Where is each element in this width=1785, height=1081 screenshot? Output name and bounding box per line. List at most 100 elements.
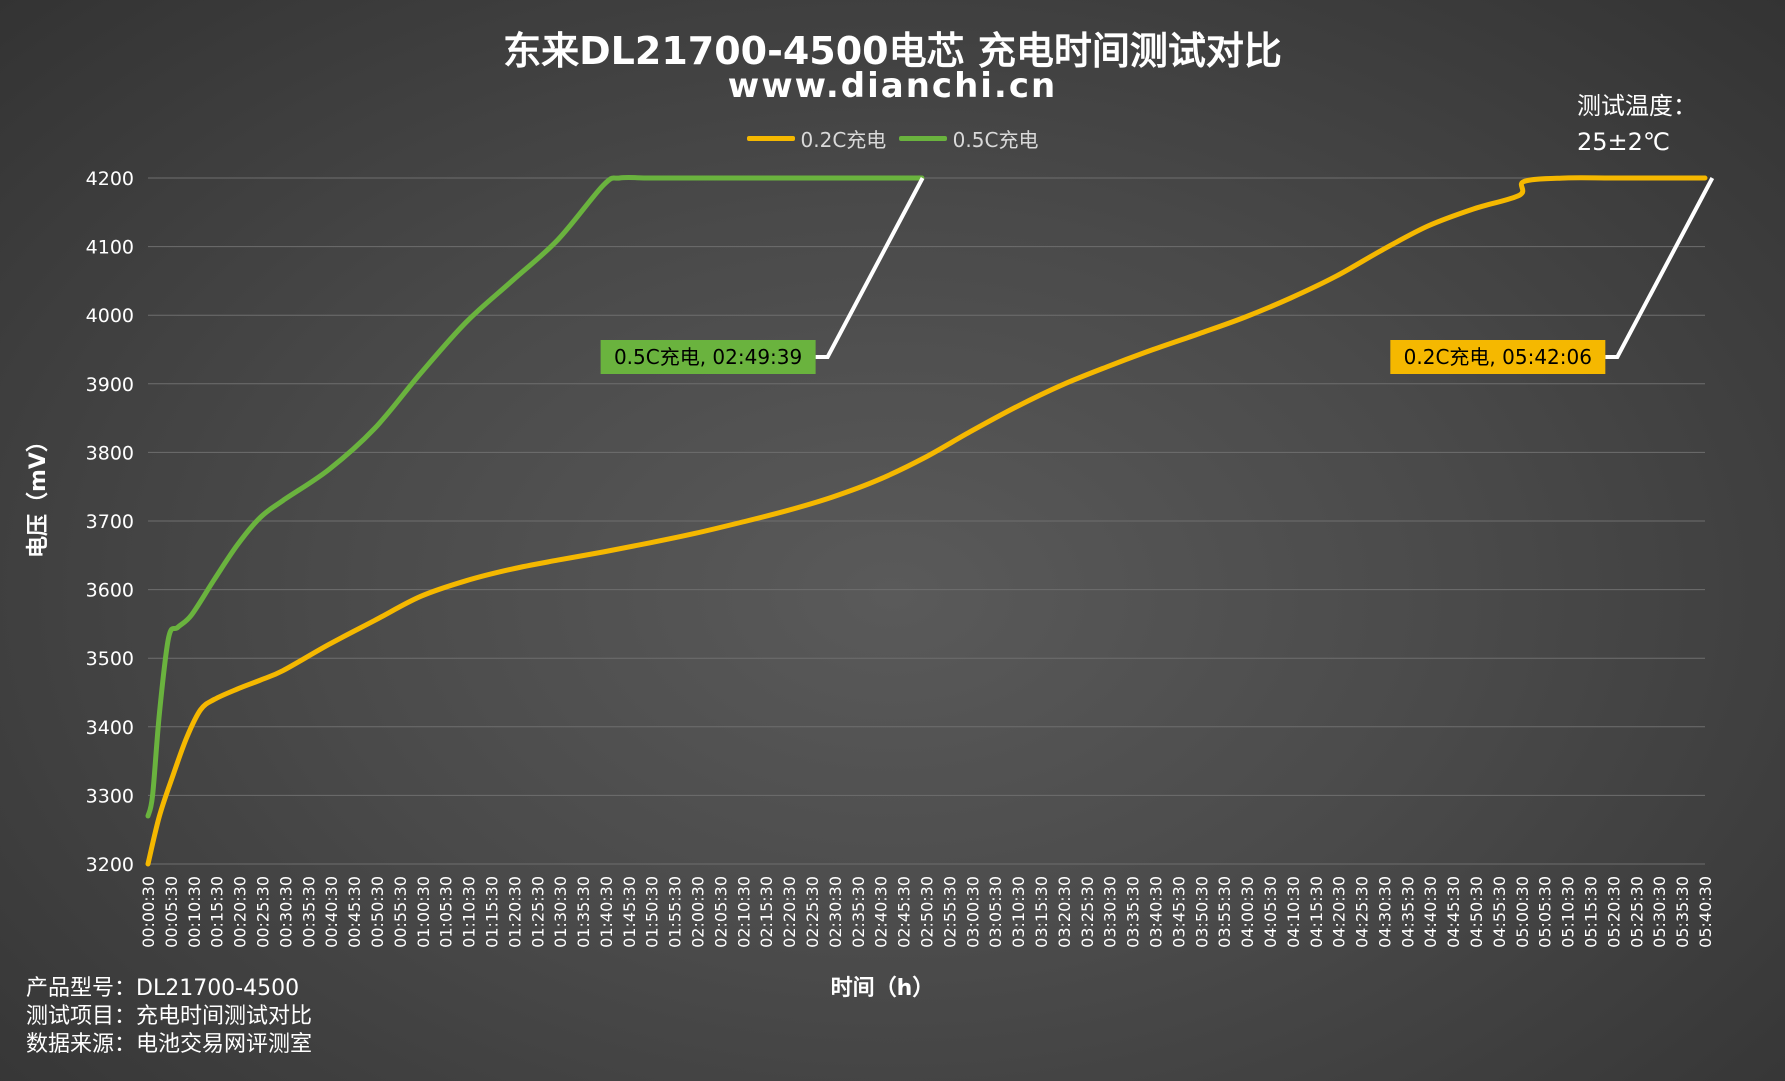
x-tick-label: 00:05:30 xyxy=(162,876,181,948)
x-tick-label: 00:30:30 xyxy=(276,876,295,948)
temperature-label: 测试温度： xyxy=(1577,92,1697,120)
x-tick-label: 02:35:30 xyxy=(849,876,868,948)
x-tick-label: 02:25:30 xyxy=(803,876,822,948)
x-tick-label: 04:55:30 xyxy=(1490,876,1509,948)
x-tick-label: 05:40:30 xyxy=(1696,876,1715,948)
x-tick-label: 05:15:30 xyxy=(1582,876,1601,948)
x-tick-label: 02:55:30 xyxy=(940,876,959,948)
x-tick-label: 04:00:30 xyxy=(1238,876,1257,948)
x-tick-labels: 00:00:30 00:05:30 00:10:30 00:15:30 00:20:30… xyxy=(139,876,1715,948)
annotation-leader xyxy=(815,177,925,359)
x-tick-label: 03:55:30 xyxy=(1215,876,1234,948)
x-tick-label: 05:20:30 xyxy=(1604,876,1623,948)
x-tick-label: 00:10:30 xyxy=(185,876,204,948)
annotation-leader xyxy=(1605,177,1715,359)
y-tick-label: 3500 xyxy=(86,648,134,670)
x-tick-label: 02:40:30 xyxy=(872,876,891,948)
temperature-note: 测试温度： 25±2℃ xyxy=(1577,88,1697,160)
x-tick-label: 00:15:30 xyxy=(208,876,227,948)
y-tick-labels: 3200 3300 3400 3500 3600 3700 3800 3900 4000 4100… xyxy=(86,168,134,876)
legend-swatch-02c xyxy=(746,136,795,141)
x-tick-label: 02:05:30 xyxy=(711,876,730,948)
x-tick-label: 02:00:30 xyxy=(689,876,708,948)
y-tick-label: 4200 xyxy=(86,168,134,190)
annotation-box xyxy=(1390,340,1606,374)
x-tick-label: 03:40:30 xyxy=(1146,876,1165,948)
x-axis-label: 时间（h） xyxy=(830,976,935,1001)
x-tick-label: 03:50:30 xyxy=(1192,876,1211,948)
x-tick-label: 01:15:30 xyxy=(482,876,501,948)
series-line-1 xyxy=(145,174,925,819)
x-tick-label: 04:40:30 xyxy=(1421,876,1440,948)
footer-model: 产品型号：DL21700-4500 xyxy=(26,976,300,1001)
x-tick-label: 04:20:30 xyxy=(1330,876,1349,948)
x-tick-label: 04:45:30 xyxy=(1444,876,1463,948)
y-axis-label: 电压（mV） xyxy=(26,430,51,558)
x-tick-label: 01:10:30 xyxy=(460,876,479,948)
x-tick-label: 03:45:30 xyxy=(1169,876,1188,948)
grid-lines xyxy=(148,177,1705,865)
x-tick-label: 05:05:30 xyxy=(1536,876,1555,948)
x-tick-label: 02:50:30 xyxy=(918,876,937,948)
y-tick-label: 3400 xyxy=(86,717,134,739)
temperature-value: 25±2℃ xyxy=(1577,128,1670,156)
x-tick-label: 02:20:30 xyxy=(780,876,799,948)
annotation-label: 0.2C充电, 05:42:06 xyxy=(1404,345,1592,369)
x-tick-label: 00:50:30 xyxy=(368,876,387,948)
legend-item-02c: 0.2C充电 xyxy=(746,124,887,153)
x-tick-label: 04:25:30 xyxy=(1353,876,1372,948)
y-tick-label: 3300 xyxy=(86,785,134,807)
footer-source: 数据来源：电池交易网评测室 xyxy=(26,1032,313,1057)
x-tick-label: 01:00:30 xyxy=(414,876,433,948)
legend-label-02c: 0.2C充电 xyxy=(800,128,887,152)
footer-notes: 产品型号：DL21700-4500 测试项目：充电时间测试对比 数据来源：电池交… xyxy=(26,975,312,1059)
y-tick-label: 3700 xyxy=(86,511,134,533)
x-tick-label: 03:10:30 xyxy=(1009,876,1028,948)
x-tick-label: 01:30:30 xyxy=(551,876,570,948)
annotations: 0.5C充电, 02:49:39 0.2C充电, 05:42:06 xyxy=(600,177,1715,374)
chart-title: 东来DL21700-4500电芯 充电时间测试对比 xyxy=(503,29,1282,73)
x-tick-label: 02:30:30 xyxy=(826,876,845,948)
annotation-label: 0.5C充电, 02:49:39 xyxy=(614,345,802,369)
x-tick-label: 04:10:30 xyxy=(1284,876,1303,948)
y-tick-label: 3600 xyxy=(86,580,134,602)
y-tick-label: 3900 xyxy=(86,374,134,396)
series-lines xyxy=(145,174,1708,867)
x-tick-label: 05:25:30 xyxy=(1627,876,1646,948)
series-line-0 xyxy=(145,175,1708,867)
x-tick-label: 03:05:30 xyxy=(986,876,1005,948)
x-tick-label: 04:15:30 xyxy=(1307,876,1326,948)
x-tick-label: 05:30:30 xyxy=(1650,876,1669,948)
x-tick-label: 02:15:30 xyxy=(757,876,776,948)
x-tick-label: 01:25:30 xyxy=(528,876,547,948)
y-tick-label: 4100 xyxy=(86,237,134,259)
x-tick-label: 01:50:30 xyxy=(643,876,662,948)
x-tick-label: 00:00:30 xyxy=(139,876,158,948)
x-tick-label: 05:00:30 xyxy=(1513,876,1532,948)
x-tick-label: 00:20:30 xyxy=(231,876,250,948)
x-tick-label: 00:45:30 xyxy=(345,876,364,948)
legend: 0.2C充电 0.5C充电 xyxy=(0,122,1785,153)
x-tick-label: 02:10:30 xyxy=(734,876,753,948)
x-tick-label: 01:40:30 xyxy=(597,876,616,948)
x-tick-label: 00:35:30 xyxy=(299,876,318,948)
legend-label-05c: 0.5C充电 xyxy=(952,128,1039,152)
annotation-box xyxy=(600,340,816,374)
x-tick-label: 01:35:30 xyxy=(574,876,593,948)
x-tick-label: 01:20:30 xyxy=(505,876,524,948)
x-tick-label: 04:35:30 xyxy=(1398,876,1417,948)
x-tick-label: 04:50:30 xyxy=(1467,876,1486,948)
x-tick-label: 02:45:30 xyxy=(895,876,914,948)
y-tick-label: 4000 xyxy=(86,305,134,327)
x-tick-label: 00:40:30 xyxy=(322,876,341,948)
x-tick-label: 01:05:30 xyxy=(437,876,456,948)
chart-subtitle: www.dianchi.cn xyxy=(727,66,1058,106)
x-tick-label: 03:20:30 xyxy=(1055,876,1074,948)
y-tick-label: 3200 xyxy=(86,854,134,876)
y-tick-label: 3800 xyxy=(86,442,134,464)
x-tick-label: 05:35:30 xyxy=(1673,876,1692,948)
x-tick-label: 04:05:30 xyxy=(1261,876,1280,948)
x-tick-label: 03:25:30 xyxy=(1078,876,1097,948)
x-tick-label: 01:55:30 xyxy=(666,876,685,948)
